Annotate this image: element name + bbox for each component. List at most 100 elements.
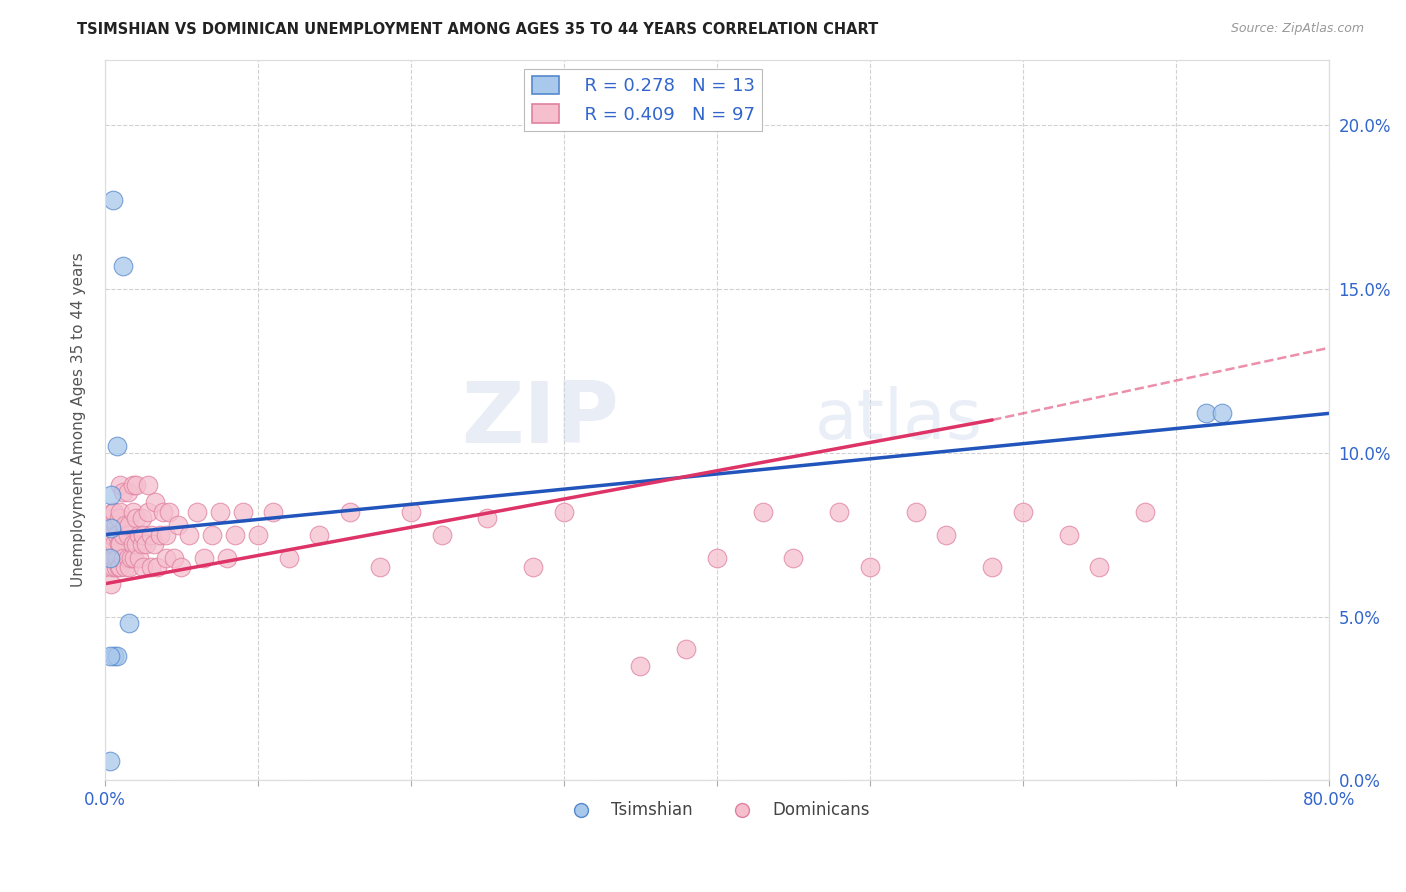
Point [399,505,422,519]
Point [628,658,651,673]
Point [98,648,121,663]
Point [128,527,150,541]
Point [110,537,132,551]
Point [121,537,143,551]
Text: TSIMSHIAN VS DOMINICAN UNEMPLOYMENT AMONG AGES 35 TO 44 YEARS CORRELATION CHART: TSIMSHIAN VS DOMINICAN UNEMPLOYMENT AMON… [77,22,879,37]
Point [149,527,172,541]
Y-axis label: Unemployment Among Ages 35 to 44 years: Unemployment Among Ages 35 to 44 years [72,252,86,587]
Point [112,527,135,541]
Point [522,560,544,574]
Point [101,560,124,574]
Point [430,527,453,541]
Point [105,550,128,565]
Point [104,560,127,574]
Point [98,560,121,574]
Point [117,485,139,500]
Point [136,505,159,519]
Point [981,560,1004,574]
Point [132,560,155,574]
Point [105,527,128,541]
Point [120,550,142,565]
Point [107,511,129,525]
Point [100,544,122,558]
Point [146,560,169,574]
Point [339,505,361,519]
Point [163,550,186,565]
Point [370,560,392,574]
Point [98,754,121,768]
Point [179,527,201,541]
Point [155,527,177,541]
Point [935,527,957,541]
Point [112,485,135,500]
Point [118,615,141,630]
Point [139,560,162,574]
Point [477,511,499,525]
Text: Source: ZipAtlas.com: Source: ZipAtlas.com [1230,22,1364,36]
Point [217,550,239,565]
Point [103,550,125,565]
Point [124,478,146,492]
Point [208,505,231,519]
Point [114,517,136,532]
Point [155,550,177,565]
Point [98,527,121,541]
Point [1057,527,1080,541]
Point [101,527,124,541]
Point [167,517,190,532]
Legend: Tsimshian, Dominicans: Tsimshian, Dominicans [557,795,876,826]
Point [100,527,122,541]
Point [904,505,927,519]
Point [1135,505,1157,519]
Point [118,517,141,532]
Point [103,537,125,551]
Point [107,560,129,574]
Point [224,527,246,541]
Point [706,550,728,565]
Point [157,505,180,519]
Point [114,560,136,574]
Point [98,544,121,558]
Point [121,505,143,519]
Point [105,439,128,453]
Point [110,478,132,492]
Point [308,527,330,541]
Point [152,505,174,519]
Point [782,550,804,565]
Point [98,550,121,565]
Point [103,505,125,519]
Point [107,537,129,551]
Point [131,511,153,525]
Point [128,550,150,565]
Point [277,550,299,565]
Point [142,537,165,551]
Point [752,505,775,519]
Point [122,550,145,565]
Point [104,517,127,532]
Point [101,194,124,208]
Text: ZIP: ZIP [461,378,619,461]
Point [1195,406,1218,420]
Point [101,505,124,519]
Point [117,527,139,541]
Point [112,259,135,273]
Point [139,527,162,541]
Point [117,550,139,565]
Point [121,478,143,492]
Point [675,642,697,657]
Point [100,511,122,525]
Point [118,560,141,574]
Point [110,560,132,574]
Point [100,521,122,535]
Point [136,478,159,492]
Point [201,527,224,541]
Point [124,537,146,551]
Point [100,488,122,502]
Point [1211,406,1233,420]
Point [110,505,132,519]
Point [1011,505,1033,519]
Point [131,537,153,551]
Point [124,511,146,525]
Point [103,648,125,663]
Point [135,537,157,551]
